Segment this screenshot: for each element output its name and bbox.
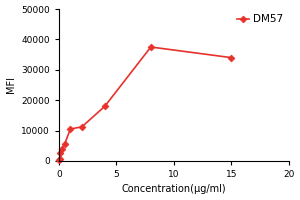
DM57	[80, 126, 84, 128]
DM57	[63, 143, 66, 145]
Y-axis label: MFI: MFI	[6, 76, 16, 93]
DM57	[149, 46, 153, 48]
DM57	[60, 148, 64, 150]
DM57	[69, 128, 72, 130]
DM57	[58, 158, 61, 160]
X-axis label: Concentration(μg/ml): Concentration(μg/ml)	[122, 184, 226, 194]
DM57	[58, 152, 62, 154]
Line: DM57: DM57	[56, 45, 234, 163]
DM57	[103, 105, 107, 107]
DM57	[57, 159, 61, 161]
DM57	[230, 56, 233, 59]
Legend: DM57: DM57	[237, 14, 284, 24]
